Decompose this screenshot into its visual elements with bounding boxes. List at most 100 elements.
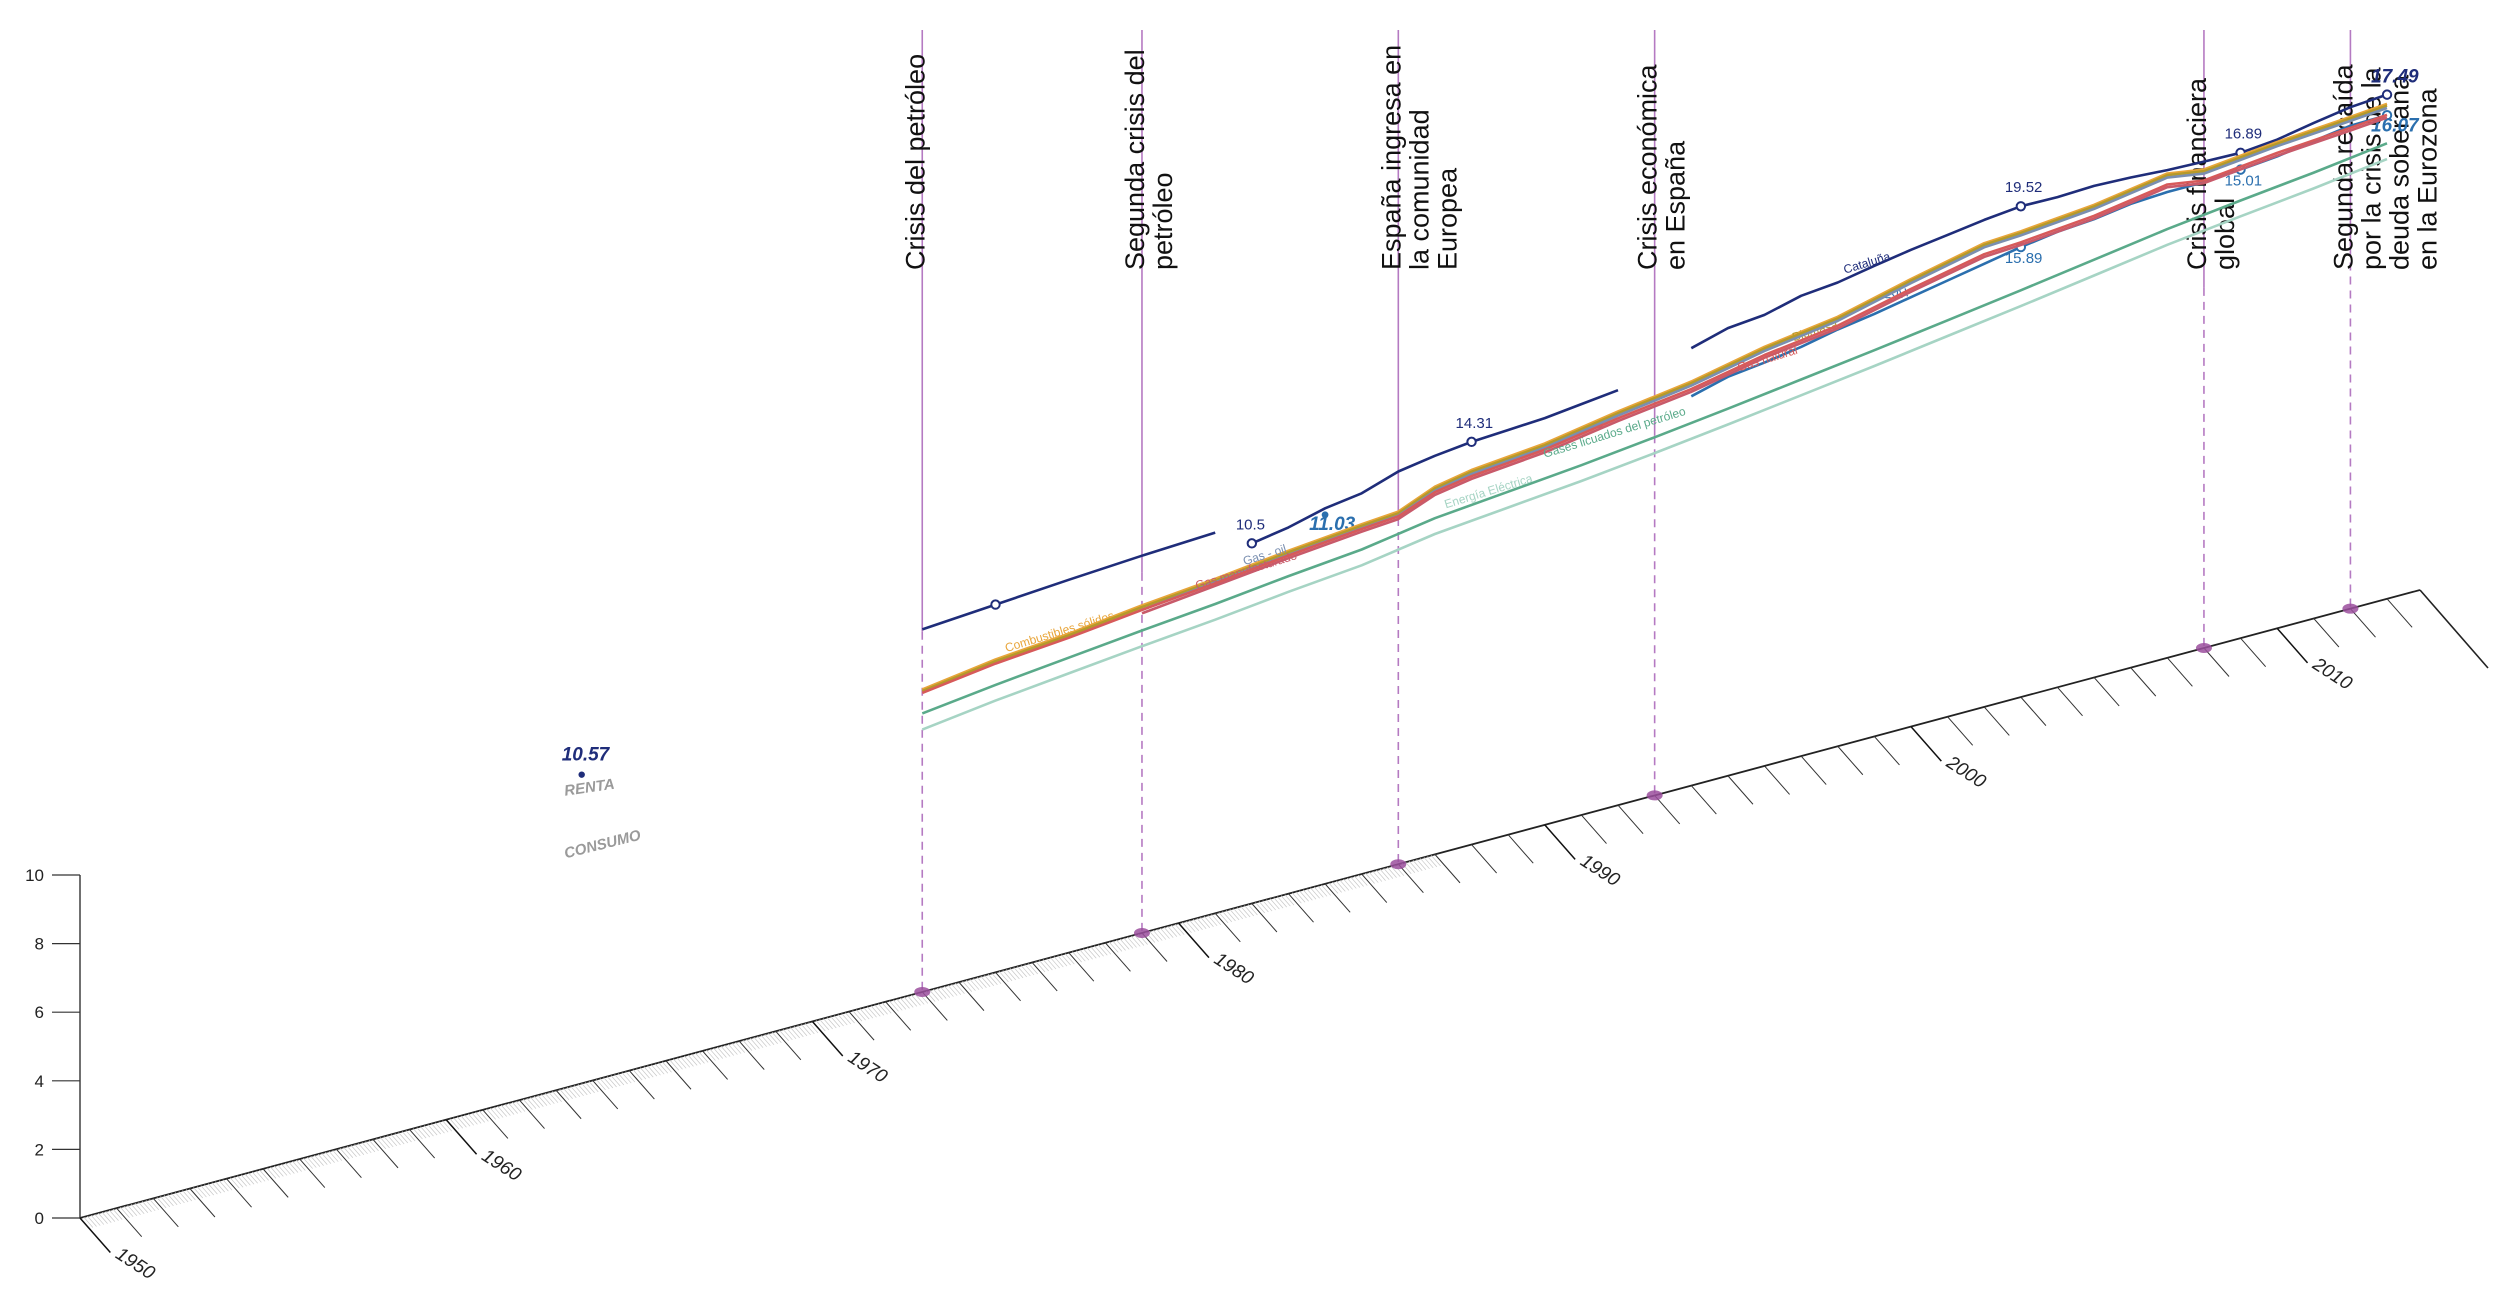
x-minor-hatch [954, 982, 965, 994]
x-minor-hatch [511, 1101, 522, 1113]
x-minor-hatch [1412, 860, 1423, 871]
x-minor-hatch [145, 1200, 156, 1212]
x-minor-hatch [218, 1180, 229, 1192]
x-minor-hatch [310, 1155, 321, 1167]
x-minor-hatch [559, 1089, 570, 1100]
y-tick-label: 6 [35, 1003, 44, 1022]
x-minor-hatch [1108, 941, 1119, 953]
x-minor-hatch [1284, 894, 1295, 906]
x-minor-hatch [757, 1035, 767, 1047]
x-minor-hatch [1372, 870, 1383, 882]
x-minor-hatch [493, 1106, 504, 1118]
x-minor-hatch [1134, 934, 1145, 946]
x-minor-hatch [1086, 947, 1097, 959]
x-minor-hatch [1211, 914, 1222, 926]
x-minor-hatch [1236, 907, 1247, 919]
x-minor-hatch [1017, 966, 1027, 978]
x-minor-hatch [900, 997, 910, 1009]
x-minor-hatch [1094, 945, 1104, 957]
x-minor-hatch [845, 1012, 855, 1024]
event-axis-marker [1646, 790, 1663, 801]
x-minor-hatch [244, 1173, 255, 1185]
x-minor-hatch [731, 1042, 742, 1054]
x-year-tick [1983, 706, 2010, 736]
x-minor-hatch [720, 1045, 731, 1057]
event-axis-marker [914, 986, 931, 997]
x-minor-hatch [727, 1043, 738, 1055]
x-minor-hatch [1174, 923, 1185, 935]
x-minor-hatch [423, 1125, 434, 1137]
x-year-tick [335, 1148, 362, 1179]
x-minor-hatch [837, 1014, 848, 1026]
x-minor-hatch [1269, 898, 1280, 910]
x-minor-hatch [306, 1156, 317, 1168]
x-minor-hatch [874, 1004, 885, 1016]
x-minor-hatch [643, 1066, 654, 1078]
x-minor-hatch [90, 1214, 101, 1226]
x-year-tick [1324, 883, 1351, 913]
x-year-tick [2166, 657, 2193, 687]
x-minor-hatch [163, 1195, 174, 1207]
value-label: 15.01 [2225, 172, 2263, 189]
x-minor-hatch [640, 1067, 650, 1079]
x-year-tick [1361, 873, 1388, 903]
value-label: 15.89 [2005, 250, 2043, 267]
x-minor-hatch [859, 1008, 870, 1020]
x-minor-hatch [1225, 910, 1236, 922]
x-minor-hatch [1295, 891, 1306, 903]
x-minor-hatch [929, 989, 940, 1001]
event-label: petróleo [1148, 172, 1178, 270]
x-minor-hatch [863, 1007, 874, 1019]
x-minor-hatch [87, 1215, 97, 1227]
x-minor-hatch [1203, 916, 1214, 928]
x-minor-hatch [284, 1162, 295, 1174]
value-label: 10.5 [1236, 517, 1265, 534]
x-minor-hatch [683, 1055, 694, 1067]
x-minor-hatch [680, 1056, 691, 1068]
x-minor-hatch [841, 1013, 852, 1025]
x-minor-hatch [112, 1208, 123, 1220]
x-year-tick [1873, 736, 1900, 766]
x-year-tick [1654, 795, 1681, 825]
x-minor-hatch [255, 1170, 266, 1182]
x-minor-hatch [661, 1061, 672, 1073]
x-minor-hatch [211, 1182, 222, 1194]
x-minor-hatch [771, 1032, 782, 1043]
x-minor-hatch [676, 1057, 687, 1069]
x-minor-hatch [768, 1033, 778, 1044]
x-year-tick [885, 1001, 912, 1031]
x-minor-hatch [932, 988, 943, 1000]
x-minor-hatch [943, 985, 954, 997]
x-minor-hatch [303, 1157, 313, 1169]
x-minor-hatch [1222, 911, 1233, 923]
x-year-tick [1397, 863, 1424, 894]
x-minor-hatch [716, 1046, 727, 1058]
x-minor-hatch [867, 1006, 877, 1018]
x-minor-hatch [713, 1047, 724, 1059]
x-minor-hatch [801, 1024, 811, 1036]
x-minor-hatch [317, 1153, 328, 1165]
x-minor-hatch [911, 994, 921, 1006]
x-minor-hatch [1072, 951, 1082, 963]
x-minor-hatch [109, 1209, 119, 1221]
x-minor-hatch [101, 1211, 112, 1223]
x-minor-hatch [1310, 887, 1320, 899]
x-minor-hatch [460, 1115, 471, 1127]
x-year-tick [995, 971, 1021, 1002]
x-minor-hatch [475, 1111, 485, 1123]
event-label: la comunidad [1404, 109, 1434, 270]
x-minor-hatch [735, 1041, 745, 1053]
x-minor-hatch [687, 1054, 698, 1066]
x-year-tick [1031, 962, 1058, 992]
x-year-tick [1068, 952, 1095, 982]
x-minor-hatch [1152, 929, 1163, 941]
x-minor-hatch [347, 1146, 357, 1157]
x-minor-hatch [1042, 959, 1053, 971]
x-axis-endcap [2419, 589, 2489, 669]
x-minor-hatch [270, 1166, 280, 1178]
x-minor-hatch [1390, 865, 1401, 877]
series-point [1246, 538, 1258, 549]
x-minor-hatch [1328, 882, 1339, 894]
